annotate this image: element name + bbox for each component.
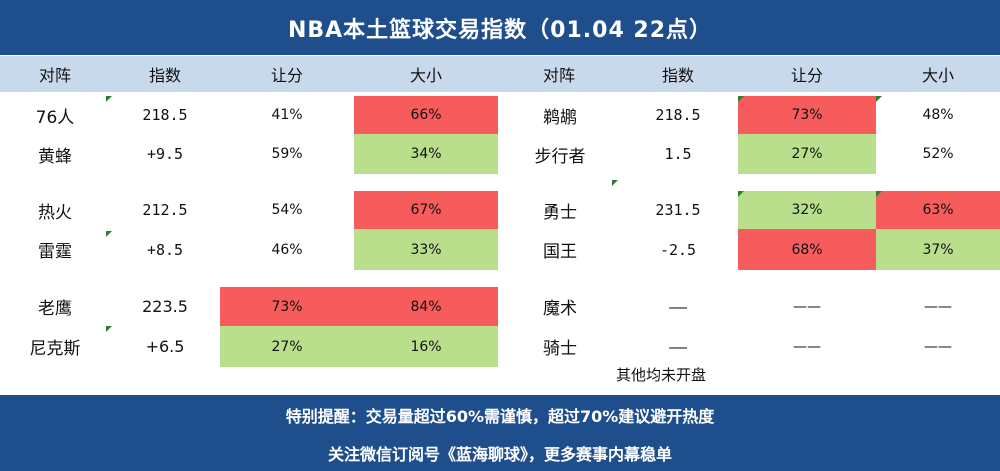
total-pct: 37% bbox=[876, 229, 1000, 270]
spread-pct: 73% bbox=[738, 96, 876, 134]
change-marker bbox=[106, 326, 112, 332]
team-name: 勇士 bbox=[543, 202, 577, 223]
header-index-right: 指数 bbox=[661, 66, 694, 85]
change-marker bbox=[106, 231, 112, 237]
index-value: -2.5 bbox=[659, 240, 697, 259]
total-pct: 48% bbox=[922, 107, 954, 123]
header-total-left: 大小 bbox=[409, 66, 442, 85]
index-value: 1.5 bbox=[664, 145, 692, 163]
change-marker bbox=[876, 191, 882, 197]
team-name: 骑士 bbox=[543, 339, 577, 359]
spread-pct: 41% bbox=[271, 107, 303, 123]
header-total-right: 大小 bbox=[921, 66, 954, 85]
not-open-note: 其他均未开盘 bbox=[616, 365, 707, 384]
team-name: 76人 bbox=[35, 107, 75, 128]
team-name: 魔术 bbox=[543, 299, 577, 319]
total-pct: 66% bbox=[354, 96, 498, 134]
change-marker bbox=[612, 180, 618, 186]
spread-pct: 54% bbox=[271, 202, 303, 218]
index-value: +6.5 bbox=[145, 337, 185, 356]
header-spread-right: 让分 bbox=[790, 66, 823, 85]
spread-pct: 46% bbox=[271, 241, 303, 258]
total-pct: 16% bbox=[354, 326, 498, 367]
spread-pct: 27% bbox=[738, 134, 876, 174]
team-name: 老鹰 bbox=[38, 299, 72, 319]
spread-pct: —— bbox=[793, 298, 821, 315]
spread-pct: 59% bbox=[271, 146, 303, 162]
spread-pct: 68% bbox=[738, 229, 876, 270]
team-name: 黄蜂 bbox=[38, 146, 72, 167]
header-matchup-right: 对阵 bbox=[542, 66, 575, 85]
index-value: 218.5 bbox=[142, 106, 188, 124]
spread-pct: 73% bbox=[220, 287, 354, 326]
team-name: 热火 bbox=[38, 202, 72, 223]
total-pct: 67% bbox=[354, 191, 498, 229]
index-value: 231.5 bbox=[655, 201, 701, 219]
change-marker bbox=[738, 96, 744, 102]
total-pct: 34% bbox=[354, 134, 498, 174]
spread-pct: 27% bbox=[220, 326, 354, 367]
index-value: +9.5 bbox=[146, 145, 184, 163]
index-value: 223.5 bbox=[142, 297, 188, 316]
footer-subscribe: 关注微信订阅号《蓝海聊球》，更多赛事内幕稳单 bbox=[327, 445, 672, 464]
team-name: 尼克斯 bbox=[29, 339, 81, 359]
total-pct: 52% bbox=[922, 146, 954, 162]
total-pct: 84% bbox=[354, 287, 498, 326]
team-name: 鹈鹕 bbox=[543, 107, 577, 128]
total-pct: 33% bbox=[354, 229, 498, 270]
index-value: 212.5 bbox=[142, 201, 188, 219]
footer-warning: 特别提醒：交易量超过60%需谨慎，超过70%建议避开热度 bbox=[285, 407, 715, 426]
index-value: —— bbox=[668, 297, 688, 316]
total-pct: —— bbox=[924, 298, 952, 315]
total-pct: 63% bbox=[876, 191, 1000, 229]
spread-pct: —— bbox=[793, 338, 821, 355]
index-value: 218.5 bbox=[655, 106, 701, 124]
index-value: +8.5 bbox=[146, 240, 184, 259]
change-marker bbox=[738, 191, 744, 197]
index-value: —— bbox=[668, 337, 688, 356]
header-index-left: 指数 bbox=[148, 66, 181, 85]
change-marker bbox=[106, 96, 112, 102]
spread-pct: 32% bbox=[738, 191, 876, 229]
team-name: 国王 bbox=[543, 242, 577, 262]
header-matchup-left: 对阵 bbox=[38, 66, 71, 85]
team-name: 雷霆 bbox=[38, 242, 72, 262]
change-marker bbox=[876, 96, 882, 102]
footer-banner: 特别提醒：交易量超过60%需谨慎，超过70%建议避开热度 关注微信订阅号《蓝海聊… bbox=[0, 395, 1000, 471]
column-header-row: 对阵 指数 让分 大小 对阵 指数 让分 大小 bbox=[0, 56, 1000, 92]
header-spread-left: 让分 bbox=[270, 66, 303, 85]
page-title: NBA本土篮球交易指数（01.04 22点） bbox=[0, 0, 1000, 55]
total-pct: —— bbox=[924, 338, 952, 355]
team-name: 步行者 bbox=[534, 146, 586, 167]
